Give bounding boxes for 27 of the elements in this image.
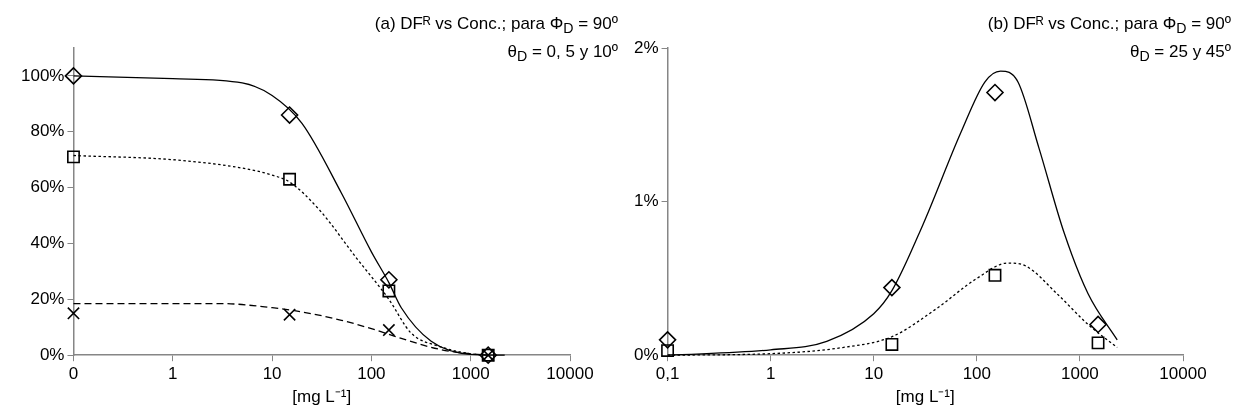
x-tick-label: 1 <box>168 364 178 384</box>
chart-subtitle: θ$_{D}$ = 0, 5 y 10º <box>506 41 618 67</box>
x-tick-label: 0 <box>68 364 79 384</box>
x-tick-label: 100 <box>357 364 386 384</box>
y-tick-label: 20% <box>30 289 65 309</box>
x-axis-title: [mg L⁻¹] <box>292 387 352 407</box>
x-tick-label: 1000 <box>451 364 490 384</box>
y-tick-label: 0% <box>39 344 65 364</box>
y-tick-label: 100% <box>21 65 65 85</box>
x-axis-title: [mg L⁻¹] <box>895 387 955 407</box>
y-tick-label: 0% <box>633 344 659 364</box>
x-tick-label: 10 <box>864 364 884 384</box>
y-tick-label: 80% <box>30 121 65 141</box>
chart-title: (a) DFᴿ vs Conc.; para Φ$_{D}$ = 90º <box>374 13 618 39</box>
x-tick-label: 1 <box>765 364 776 384</box>
x-tick-label: 1000 <box>1061 364 1099 384</box>
chart-subtitle: θ$_{D}$ = 25 y 45º <box>1128 41 1231 67</box>
y-tick-label: 60% <box>30 177 65 197</box>
y-tick-label: 1% <box>633 191 659 211</box>
y-tick-label: 2% <box>633 37 659 57</box>
x-tick-label: 10 <box>262 364 282 384</box>
x-tick-label: 0,1 <box>655 364 680 384</box>
x-tick-label: 10000 <box>546 364 594 384</box>
x-tick-label: 10000 <box>1159 364 1207 384</box>
x-tick-label: 100 <box>962 364 992 384</box>
y-tick-label: 40% <box>30 233 65 253</box>
chart-title: (b) DFᴿ vs Conc.; para Φ$_{D}$ = 90º <box>987 13 1231 39</box>
